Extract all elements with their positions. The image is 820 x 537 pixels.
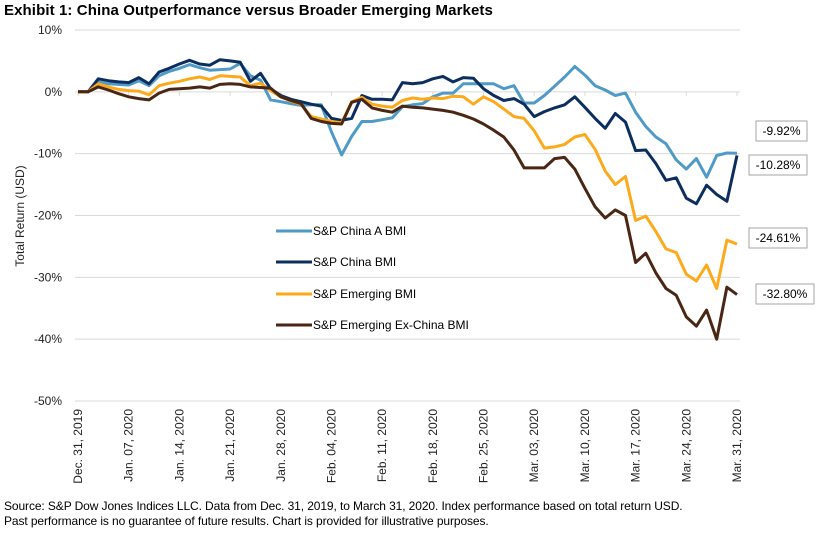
x-tick-label: Feb. 25, 2020 xyxy=(477,409,491,483)
x-tick-label: Jan. 21, 2020 xyxy=(223,409,237,482)
legend: S&P China A BMI S&P China BMI S&P Emerging… xyxy=(276,224,469,332)
x-tick-label: Feb. 18, 2020 xyxy=(426,409,440,483)
end-label-value: -10.28% xyxy=(756,158,801,172)
x-tick-label: Dec. 31, 2019 xyxy=(71,409,85,484)
source-line-2: Past performance is no guarantee of futu… xyxy=(4,514,489,528)
series-line-2 xyxy=(78,58,739,206)
y-tick-label: -50% xyxy=(34,394,62,408)
y-tick-label: 10% xyxy=(38,23,62,37)
legend-label: S&P China BMI xyxy=(313,255,396,269)
y-axis-title: Total Return (USD) xyxy=(13,165,27,266)
chart-title: Exhibit 1: China Outperformance versus B… xyxy=(4,2,493,19)
end-label-box xyxy=(748,154,808,176)
x-tick-label: Mar. 24, 2020 xyxy=(679,409,693,483)
end-label-box xyxy=(748,227,808,249)
source-note: Source: S&P Dow Jones Indices LLC. Data … xyxy=(4,499,820,529)
x-tick-label: Feb. 11, 2020 xyxy=(375,409,389,482)
y-tick-label: -20% xyxy=(34,209,62,223)
y-tick-label: -40% xyxy=(34,332,62,346)
series-lines xyxy=(78,58,739,341)
x-tick-label: Mar. 17, 2020 xyxy=(629,409,643,483)
x-tick-label: Feb. 04, 2020 xyxy=(324,409,338,483)
x-tick-label: Mar. 03, 2020 xyxy=(527,409,541,483)
end-label-value: -32.80% xyxy=(763,287,808,301)
x-tick-label: Mar. 10, 2020 xyxy=(578,409,592,483)
gridlines xyxy=(75,29,740,402)
x-tick-label: Jan. 07, 2020 xyxy=(122,409,136,482)
end-value-labels: -9.92% -10.28% -24.61% -32.80% xyxy=(748,120,815,305)
x-tick-label: Jan. 14, 2020 xyxy=(172,409,186,482)
end-label-value: -24.61% xyxy=(756,231,801,245)
series-line-4 xyxy=(78,82,738,341)
source-line-1: Source: S&P Dow Jones Indices LLC. Data … xyxy=(4,499,683,513)
legend-label: S&P Emerging BMI xyxy=(313,287,416,301)
x-tick-label: Mar. 31, 2020 xyxy=(730,409,744,483)
y-tick-label: 0% xyxy=(45,85,63,99)
y-axis-ticks: 10% 0% -10% -20% -30% -40% -50% xyxy=(34,23,62,408)
y-tick-label: -10% xyxy=(34,147,62,161)
end-label-box xyxy=(755,120,808,142)
legend-label: S&P Emerging Ex-China BMI xyxy=(313,318,469,332)
x-axis-ticks: Dec. 31, 2019 Jan. 07, 2020 Jan. 14, 2020 J… xyxy=(71,91,744,484)
end-label-value: -9.92% xyxy=(762,124,800,138)
legend-label: S&P China A BMI xyxy=(313,224,406,238)
x-tick-label: Jan. 28, 2020 xyxy=(274,409,288,482)
series-line-3 xyxy=(78,74,738,290)
end-label-box xyxy=(755,283,815,305)
y-tick-label: -30% xyxy=(34,270,62,284)
